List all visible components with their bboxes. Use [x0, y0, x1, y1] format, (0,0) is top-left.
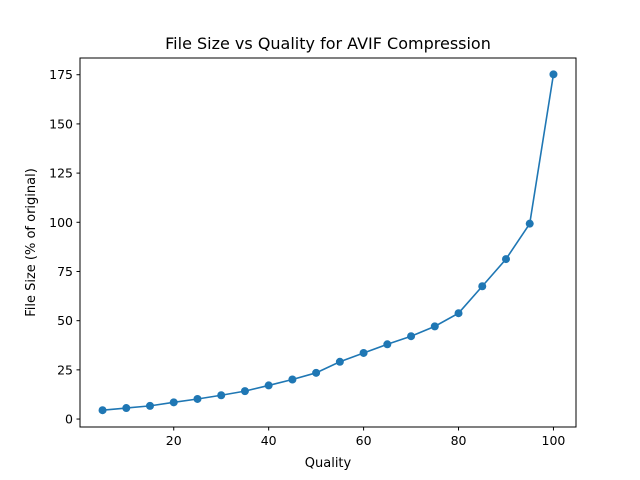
- data-point: [383, 340, 392, 349]
- x-tick-label: 40: [261, 433, 277, 448]
- data-point: [98, 406, 107, 415]
- axes-frame: [79, 57, 577, 428]
- chart-title: File Size vs Quality for AVIF Compressio…: [165, 34, 491, 53]
- x-tick-label: 80: [451, 433, 467, 448]
- y-tick-label: 100: [49, 215, 73, 230]
- y-tick-label: 25: [57, 362, 73, 377]
- y-tick-label: 125: [49, 166, 73, 181]
- plot-area: [98, 70, 558, 415]
- y-tick-label: 75: [57, 264, 73, 279]
- data-point: [478, 282, 487, 291]
- data-point: [217, 391, 226, 400]
- y-tick-label: 175: [49, 67, 73, 82]
- y-axis-label: File Size (% of original): [24, 168, 39, 317]
- data-point: [169, 398, 178, 407]
- data-point: [193, 394, 202, 403]
- data-point: [525, 219, 534, 228]
- data-point: [430, 322, 439, 331]
- data-point: [312, 368, 321, 377]
- x-axis-label: Quality: [305, 456, 352, 471]
- data-point: [359, 348, 368, 357]
- data-point: [240, 387, 249, 396]
- series-line: [102, 74, 555, 411]
- data-point: [407, 332, 416, 341]
- data-point: [288, 375, 297, 384]
- x-tick-label: 60: [356, 433, 372, 448]
- data-point: [264, 381, 273, 390]
- data-point: [122, 404, 131, 413]
- x-tick-label: 100: [542, 433, 566, 448]
- y-tick-label: 0: [65, 412, 73, 427]
- data-point: [335, 357, 344, 366]
- x-axis: 20 40 60 80 100: [166, 427, 566, 448]
- y-axis: 0 25 50 75 100 125 150 175: [49, 67, 80, 427]
- data-point: [454, 309, 463, 318]
- data-point: [501, 255, 510, 264]
- x-tick-label: 20: [166, 433, 182, 448]
- y-tick-label: 150: [49, 116, 73, 131]
- data-point: [146, 401, 155, 410]
- data-point: [549, 70, 558, 79]
- y-tick-label: 50: [57, 313, 73, 328]
